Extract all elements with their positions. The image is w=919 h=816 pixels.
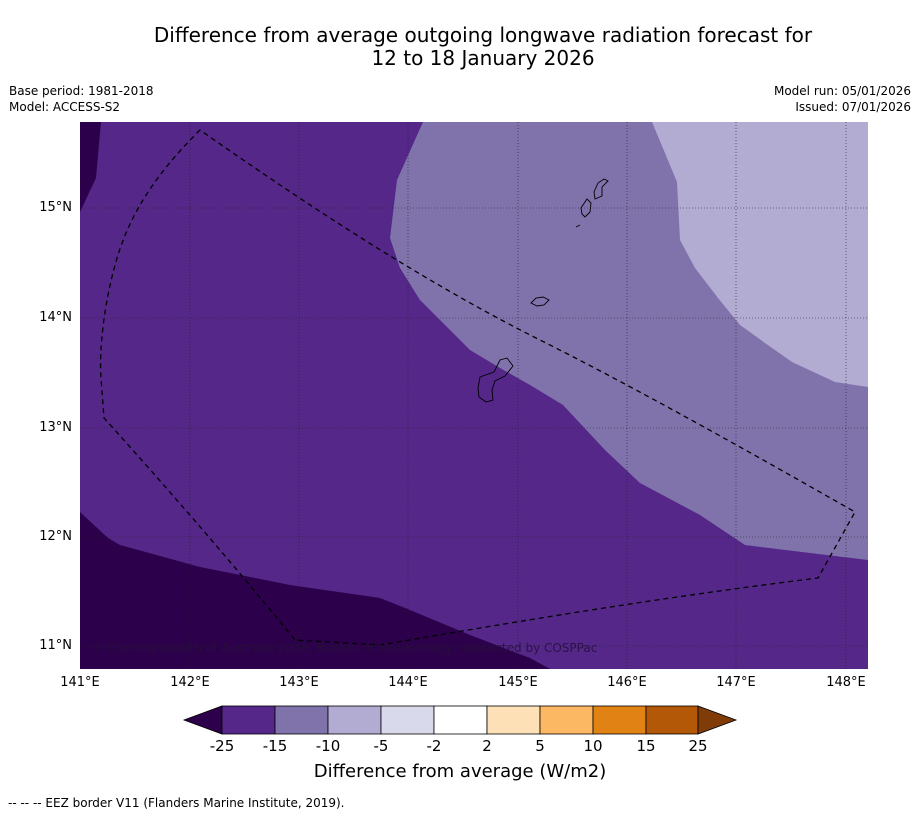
colorbar-segment-8	[592, 705, 647, 735]
lon-label: 146°E	[607, 675, 647, 690]
map-fill-minus10-minus5	[652, 122, 868, 387]
island-rota	[530, 296, 550, 307]
colorbar-segment-2	[274, 705, 329, 735]
island-tinian	[580, 198, 592, 218]
map-fill-below-minus25-south	[80, 512, 550, 669]
colorbar-label: -15	[262, 737, 288, 755]
lon-label: 144°E	[388, 675, 428, 690]
lon-label: 145°E	[498, 675, 538, 690]
island-guam	[477, 357, 514, 403]
lat-label: 15°N	[39, 200, 72, 215]
colorbar-segment-6	[486, 705, 541, 735]
colorbar-label: 15	[636, 737, 656, 755]
colorbar-title: Difference from average (W/m2)	[313, 761, 607, 782]
copyright-text: © Commonwealth of Australia 2026, Bureau…	[92, 641, 597, 655]
lat-label: 14°N	[39, 310, 72, 325]
model-name: Model: ACCESS-S2	[9, 100, 121, 114]
lon-label: 142°E	[170, 675, 210, 690]
colorbar-label: 2	[482, 737, 492, 755]
lon-label: 141°E	[60, 675, 100, 690]
colorbar-label: -5	[373, 737, 389, 755]
lat-label: 12°N	[39, 529, 72, 544]
colorbar-segment-4	[380, 705, 435, 735]
colorbar	[182, 705, 738, 735]
colorbar-label: 10	[583, 737, 603, 755]
colorbar-segment-7	[539, 705, 594, 735]
lon-label: 147°E	[716, 675, 756, 690]
lat-label: 13°N	[39, 420, 72, 435]
colorbar-label: 5	[535, 737, 545, 755]
colorbar-label: -25	[209, 737, 235, 755]
colorbar-extend-low	[182, 705, 223, 735]
lat-label: 11°N	[39, 638, 72, 653]
issued-date: Issued: 07/01/2026	[795, 100, 911, 114]
lon-label: 148°E	[826, 675, 866, 690]
lon-label: 143°E	[279, 675, 319, 690]
colorbar-segment-5	[433, 705, 488, 735]
eez-legend: -- -- -- EEZ border V11 (Flanders Marine…	[8, 796, 345, 810]
colorbar-segment-3	[327, 705, 382, 735]
map-fill-below-minus25-north	[80, 122, 101, 212]
chart-title-line1: Difference from average outgoing longwav…	[153, 23, 813, 47]
model-run: Model run: 05/01/2026	[773, 84, 911, 98]
colorbar-segment-9	[645, 705, 699, 735]
island-saipan	[593, 178, 609, 200]
colorbar-extend-high	[697, 705, 738, 735]
map-gridlines	[80, 122, 868, 669]
colorbar-segment-1	[221, 705, 276, 735]
colorbar-label: -10	[315, 737, 341, 755]
islands	[477, 178, 609, 403]
base-period: Base period: 1981-2018	[9, 84, 154, 98]
chart-title-line2: 12 to 18 January 2026	[371, 46, 595, 70]
colorbar-label: -2	[426, 737, 442, 755]
colorbar-label: 25	[688, 737, 708, 755]
island-aguijan	[575, 224, 581, 228]
